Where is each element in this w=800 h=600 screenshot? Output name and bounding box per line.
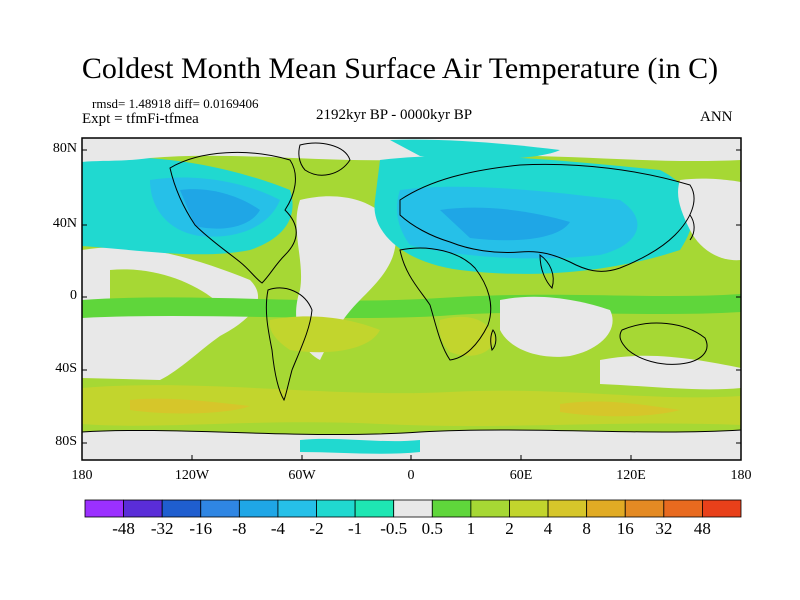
field-hot-patch-2 <box>560 401 680 417</box>
colorbar-label: 1 <box>466 519 476 538</box>
colorbar-swatch <box>354 499 395 518</box>
field-antarctic-cool <box>300 438 420 454</box>
colorbar-label: 0.5 <box>421 519 443 538</box>
colorbar-label: -1 <box>348 519 363 538</box>
lon-label-120e: 120E <box>616 468 646 483</box>
colorbar-label: -32 <box>150 519 174 538</box>
colorbar-swatch <box>624 499 665 518</box>
colorbar-label: 16 <box>616 519 634 538</box>
period-label: 2192kyr BP - 0000kyr BP <box>316 107 473 123</box>
lon-label-0: 0 <box>407 468 415 483</box>
colorbar-label: -16 <box>189 519 213 538</box>
chart-title: Coldest Month Mean Surface Air Temperatu… <box>81 52 719 85</box>
coast-eurasia <box>399 163 695 272</box>
coast-australia <box>619 322 708 365</box>
season-label: ANN <box>700 109 733 125</box>
lat-label-0: 0 <box>70 288 77 303</box>
colorbar-swatch <box>663 499 703 518</box>
colorbar-label: -0.5 <box>380 519 408 538</box>
colorbar-swatch <box>393 499 433 518</box>
lat-label-80s: 80S <box>55 434 77 449</box>
field-australia-neutral <box>600 355 741 390</box>
colorbar-label: 32 <box>655 519 673 538</box>
colorbar-label: 8 <box>582 519 591 538</box>
lon-label-120w: 120W <box>174 468 210 483</box>
field-eurasia-colder <box>440 207 570 241</box>
longitude-tick-marks <box>81 455 742 460</box>
colorbar-label: -8 <box>232 519 247 538</box>
colorbar-swatch <box>316 499 356 518</box>
colorbar-swatch <box>200 499 240 518</box>
stats-label: rmsd= 1.48918 diff= 0.0169406 <box>92 96 259 111</box>
colorbar-swatch <box>277 499 317 518</box>
colorbar-swatch <box>470 499 510 518</box>
colorbar-swatch <box>586 499 626 518</box>
temperature-field <box>82 138 741 460</box>
field-south-atlantic-warm <box>269 316 380 353</box>
colorbar-swatch <box>84 499 124 518</box>
field-africa-warm <box>439 316 495 356</box>
coastlines <box>81 142 742 436</box>
colorbar-swatch <box>123 499 163 518</box>
coast-africa <box>399 247 492 361</box>
lon-label-180w: 180 <box>71 468 93 483</box>
colorbar-label: -48 <box>112 519 135 538</box>
colorbar-swatch <box>702 499 742 518</box>
experiment-label: Expt = tfmFi-tfmea <box>82 111 199 127</box>
coast-south-america <box>265 287 313 402</box>
field-indian-neutral <box>500 296 613 357</box>
coast-north-america <box>169 151 297 284</box>
coast-antarctica <box>81 429 742 436</box>
lon-label-60e: 60E <box>509 468 533 483</box>
colorbar-label: 48 <box>693 519 711 538</box>
colorbar-label: -4 <box>270 519 286 538</box>
colorbar <box>84 499 742 518</box>
colorbar-swatch <box>509 499 549 518</box>
colorbar-swatch <box>238 499 279 518</box>
lon-label-180e: 180 <box>730 468 752 483</box>
colorbar-label: -2 <box>309 519 324 538</box>
coast-greenland <box>298 142 351 176</box>
coast-madagascar <box>490 329 497 351</box>
lon-label-60w: 60W <box>288 468 316 483</box>
colorbar-swatch <box>161 499 202 518</box>
field-hot-patch-1 <box>130 398 250 414</box>
field-arctic-cool <box>390 139 560 160</box>
colorbar-swatch <box>431 499 472 518</box>
colorbar-swatch <box>547 499 588 518</box>
field-na-colder <box>180 189 260 229</box>
coast-india <box>539 254 554 289</box>
lat-label-40s: 40S <box>55 361 77 376</box>
coast-japan <box>689 214 695 241</box>
lat-label-80n: 80N <box>52 141 77 156</box>
latitude-tick-marks <box>82 149 741 444</box>
lat-label-40n: 40N <box>52 216 77 231</box>
colorbar-label: 2 <box>505 519 514 538</box>
colorbar-label: 4 <box>543 519 553 538</box>
field-hot-band <box>82 385 741 426</box>
